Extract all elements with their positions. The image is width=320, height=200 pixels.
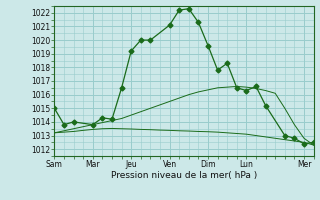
X-axis label: Pression niveau de la mer( hPa ): Pression niveau de la mer( hPa ): [111, 171, 257, 180]
